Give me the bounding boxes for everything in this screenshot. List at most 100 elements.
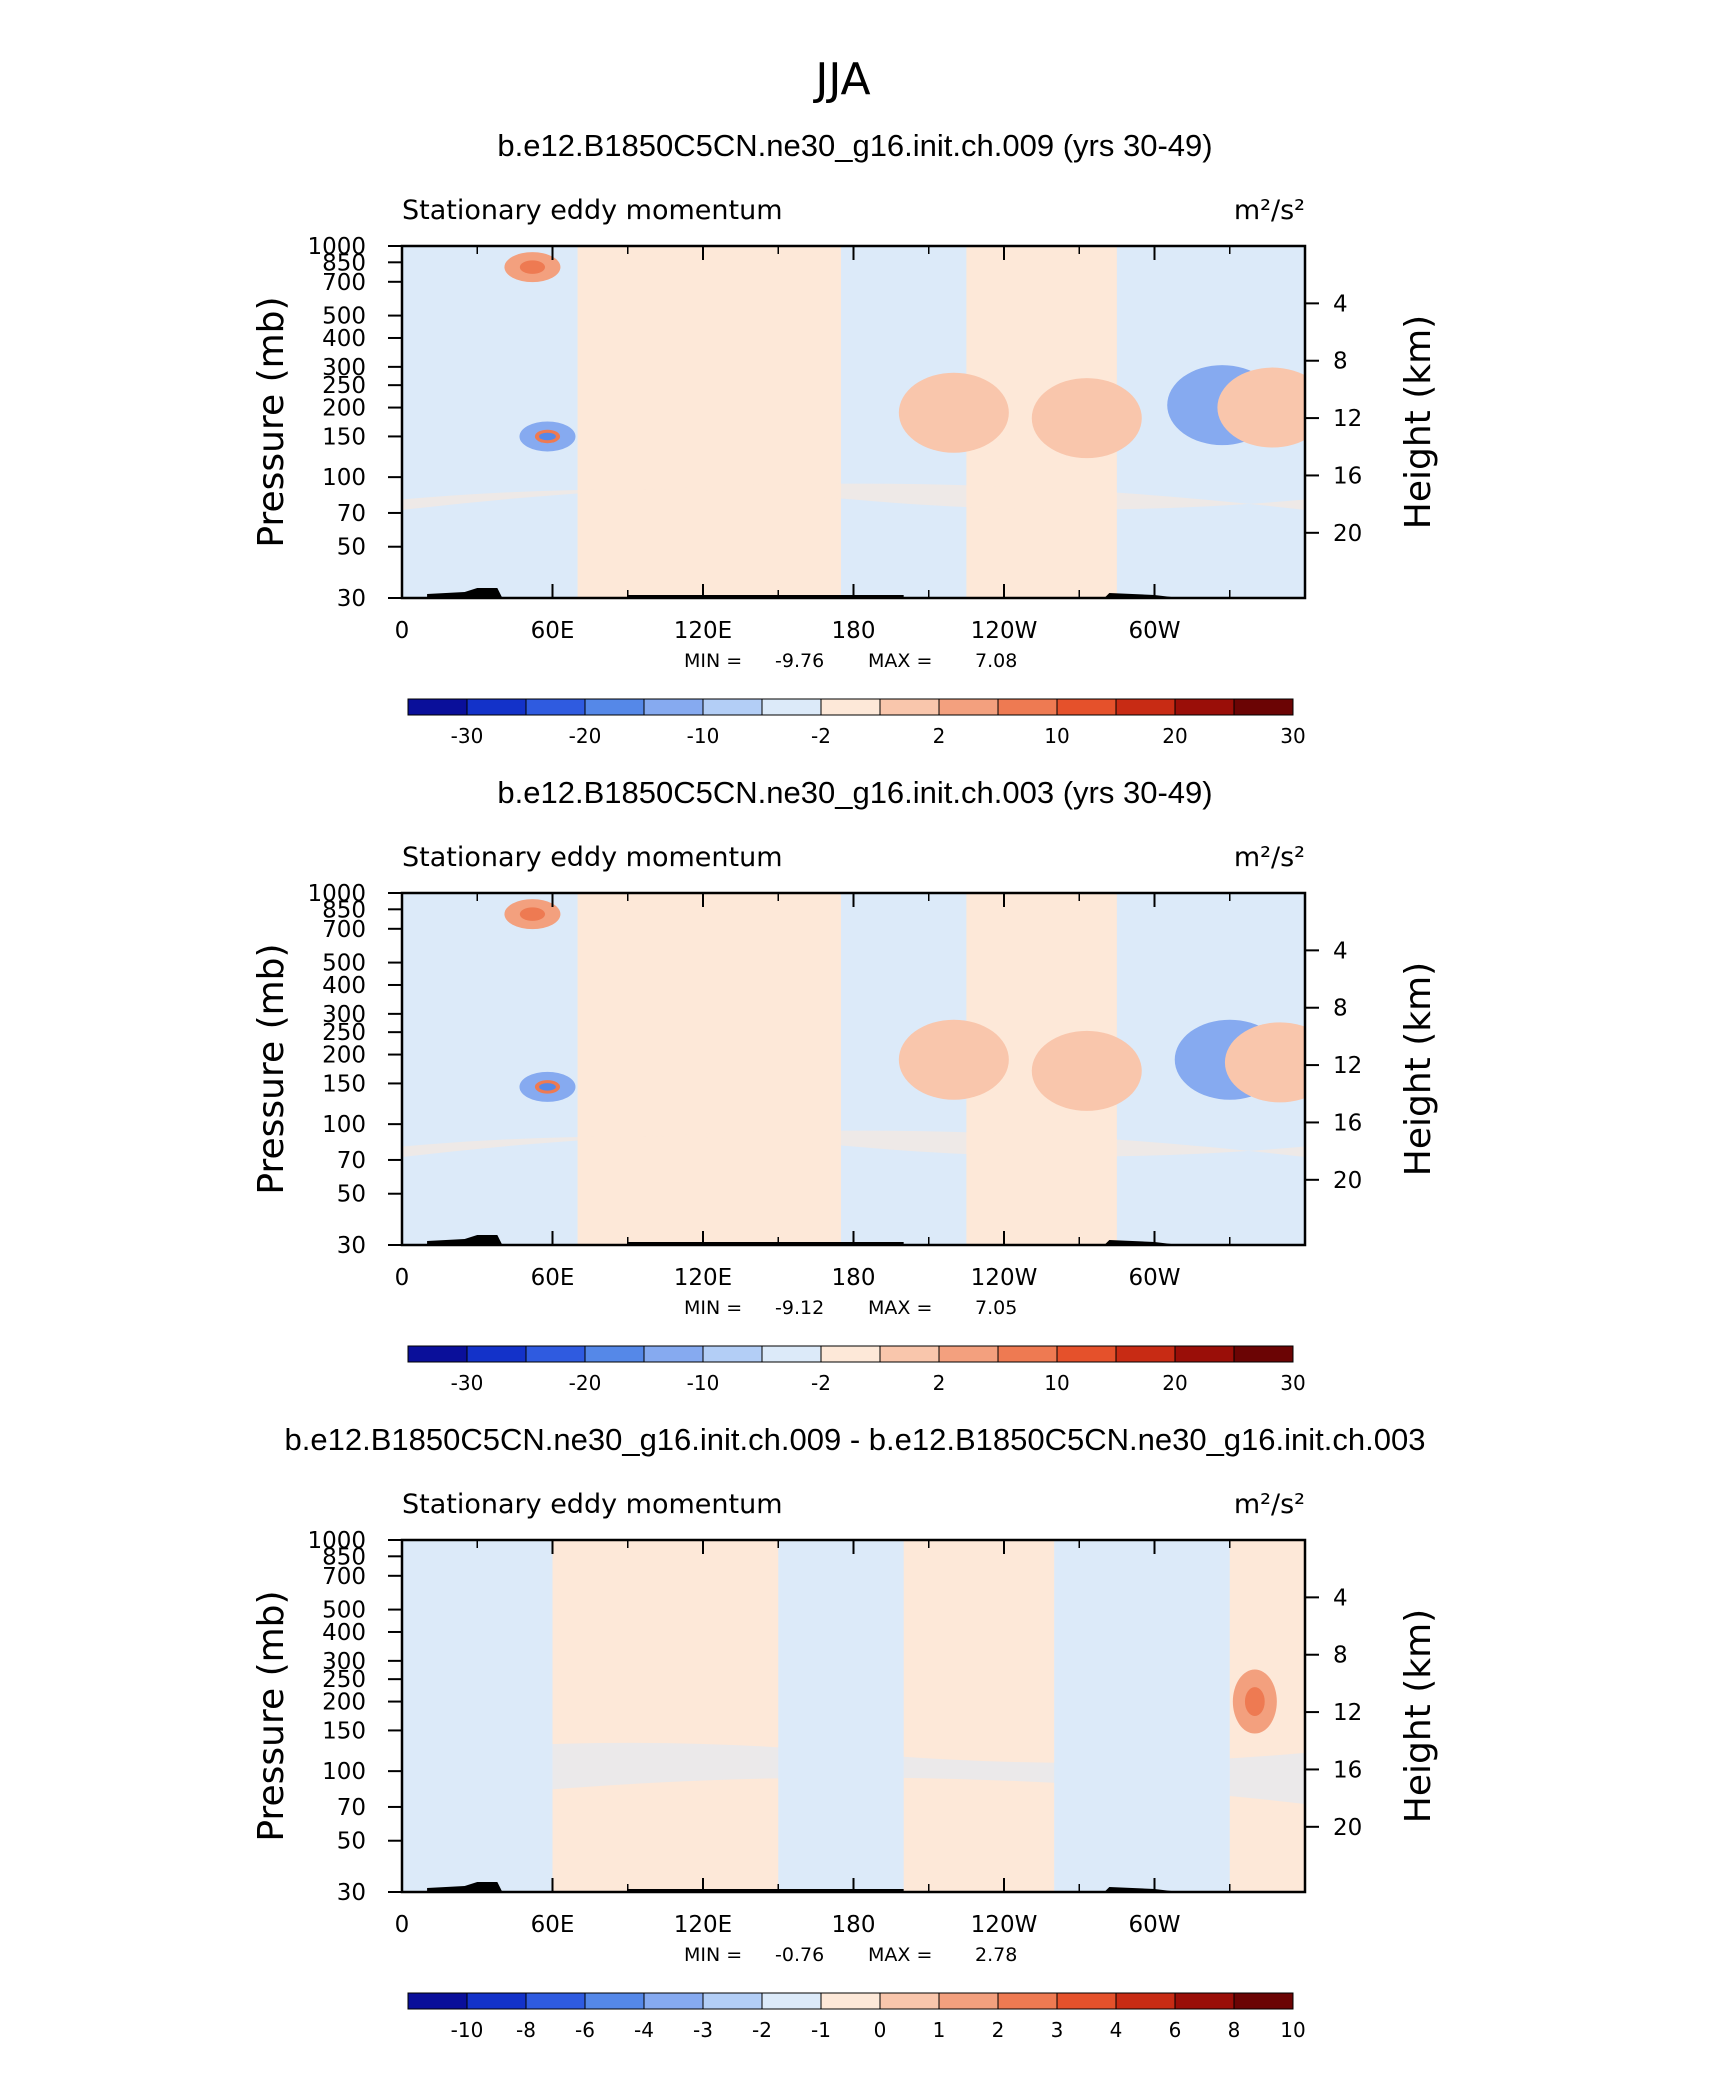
- negative-region: [402, 893, 578, 1245]
- colorbar-swatch: [761, 1345, 822, 1363]
- y-tick-label: 200: [322, 1043, 366, 1069]
- colorbar-label: -10: [451, 2018, 484, 2042]
- y-tick-label: 100: [322, 465, 366, 491]
- x-tick-label: 120W: [971, 1265, 1038, 1291]
- x-tick-label: 180: [832, 1912, 876, 1938]
- colorbar-swatch: [1056, 1345, 1117, 1363]
- x-tick-label: 60W: [1128, 1912, 1180, 1938]
- colorbar-swatch: [1115, 698, 1176, 716]
- colorbar-label: 20: [1162, 724, 1187, 748]
- variable-label: Stationary eddy momentum: [402, 842, 783, 873]
- field-extremum: [898, 1019, 1009, 1100]
- y-tick-label: 500: [322, 951, 366, 977]
- field-extremum: [1224, 1022, 1305, 1103]
- y-tick-label: 1000: [307, 881, 366, 907]
- y-tick-label: 300: [322, 1649, 366, 1675]
- negative-region: [1054, 1540, 1230, 1892]
- colorbar-swatch: [584, 1345, 645, 1363]
- y2-tick-label: 8: [1333, 1643, 1348, 1669]
- y2-tick-label: 12: [1333, 406, 1362, 432]
- colorbar-label: 3: [1051, 2018, 1064, 2042]
- field-core: [539, 1083, 556, 1091]
- colorbar-label: 2: [933, 1371, 946, 1395]
- terrain-surface: [627, 1889, 904, 1892]
- colorbar-swatch: [997, 698, 1058, 716]
- field-extremum: [898, 372, 1009, 453]
- midlevel-band: [402, 1130, 1305, 1157]
- field-core: [519, 907, 546, 921]
- y-tick-label: 700: [322, 1564, 366, 1590]
- colorbar-label: 2: [933, 724, 946, 748]
- colorbar-swatch: [702, 698, 763, 716]
- x-tick-label: 120W: [971, 1912, 1038, 1938]
- colorbar-swatch: [761, 1992, 822, 2010]
- colorbar-label: 2: [992, 2018, 1005, 2042]
- colorbar-swatch: [466, 1992, 527, 2010]
- y-tick-label: 850: [322, 1544, 366, 1570]
- y-tick-label: 150: [322, 1718, 366, 1744]
- colorbar-label: 8: [1228, 2018, 1241, 2042]
- x-tick-label: 0: [395, 1265, 410, 1291]
- y-axis-label: Pressure (mb): [251, 1590, 292, 1841]
- min-value: -9.76: [775, 650, 824, 672]
- colorbar-swatch: [407, 698, 468, 716]
- y2-tick-label: 20: [1333, 1168, 1362, 1194]
- variable-label: Stationary eddy momentum: [402, 1489, 783, 1520]
- y2-tick-label: 8: [1333, 349, 1348, 375]
- y-tick-label: 850: [322, 250, 366, 276]
- y-tick-label: 1000: [307, 234, 366, 260]
- negative-region: [402, 1540, 553, 1892]
- colorbar-swatch: [525, 698, 586, 716]
- colorbar-swatch: [407, 1345, 468, 1363]
- y-tick-label: 30: [337, 586, 366, 612]
- y2-axis-label: Height (km): [1398, 962, 1439, 1176]
- y-axis-label: Pressure (mb): [251, 296, 292, 547]
- field-extremum: [1217, 367, 1305, 448]
- colorbar-swatch: [879, 1345, 940, 1363]
- y-tick-label: 400: [322, 1620, 366, 1646]
- x-tick-label: 60W: [1128, 618, 1180, 644]
- colorbar-swatch: [525, 1345, 586, 1363]
- min-label: MIN =: [684, 650, 742, 672]
- y-tick-label: 50: [337, 535, 366, 561]
- colorbar-label: -2: [752, 2018, 772, 2042]
- colorbar-swatch: [525, 1992, 586, 2010]
- terrain-africa: [427, 588, 503, 598]
- terrain-africa: [427, 1235, 503, 1245]
- colorbar-swatch: [643, 698, 704, 716]
- colorbar-swatch: [1056, 1992, 1117, 2010]
- y-tick-label: 250: [322, 1667, 366, 1693]
- y2-tick-label: 4: [1333, 291, 1348, 317]
- colorbar-label: -2: [811, 724, 831, 748]
- heatmap-field: [402, 893, 1305, 1245]
- midlevel-band: [402, 1742, 1305, 1804]
- colorbar-swatch: [1233, 698, 1294, 716]
- y-tick-label: 50: [337, 1182, 366, 1208]
- min-label: MIN =: [684, 1944, 742, 1966]
- colorbar-swatch: [1233, 1992, 1294, 2010]
- y-tick-label: 1000: [307, 1528, 366, 1554]
- colorbar-swatch: [879, 698, 940, 716]
- chart-panel-3: b.e12.B1850C5CN.ne30_g16.init.ch.009 - b…: [251, 1422, 1439, 2042]
- y-tick-label: 70: [337, 1148, 366, 1174]
- min-value: -9.12: [775, 1297, 824, 1319]
- colorbar-swatch: [1056, 698, 1117, 716]
- y-tick-label: 300: [322, 355, 366, 381]
- field-core: [1244, 1687, 1265, 1716]
- units-label: m²/s²: [1234, 1489, 1305, 1520]
- colorbar-label: -1: [811, 2018, 831, 2042]
- colorbar-label: -20: [569, 724, 602, 748]
- max-value: 7.08: [975, 650, 1017, 672]
- colorbar-label: -8: [516, 2018, 536, 2042]
- max-label: MAX =: [868, 650, 932, 672]
- max-label: MAX =: [868, 1297, 932, 1319]
- x-tick-label: 120W: [971, 618, 1038, 644]
- colorbar-label: -4: [634, 2018, 654, 2042]
- y2-axis-label: Height (km): [1398, 315, 1439, 529]
- y-tick-label: 30: [337, 1233, 366, 1259]
- y-tick-label: 70: [337, 1795, 366, 1821]
- colorbar-swatch: [1233, 1345, 1294, 1363]
- heatmap-field: [402, 246, 1305, 598]
- y2-tick-label: 4: [1333, 938, 1348, 964]
- max-label: MAX =: [868, 1944, 932, 1966]
